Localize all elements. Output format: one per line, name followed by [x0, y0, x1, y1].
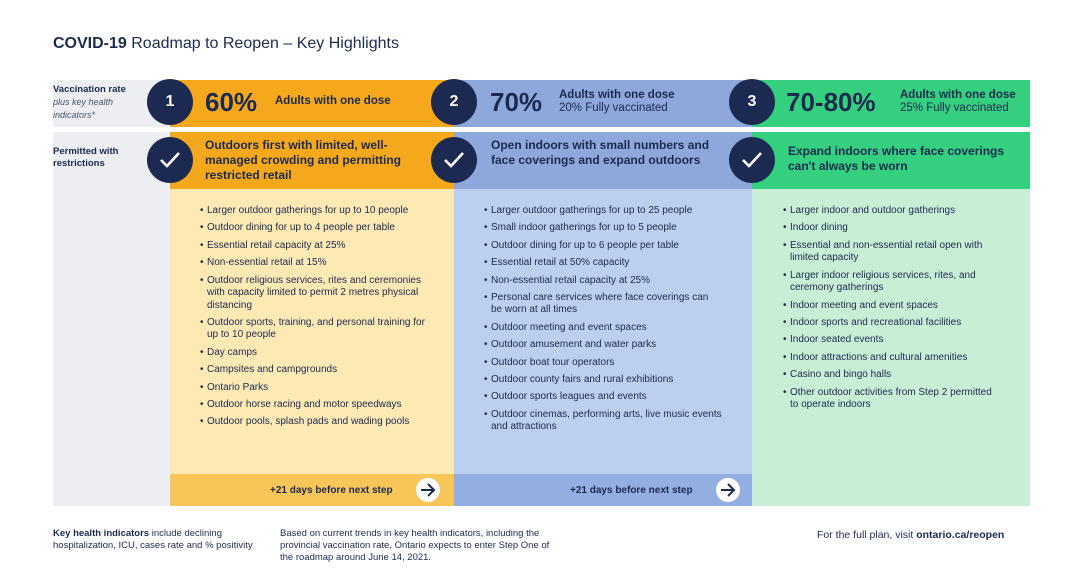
step-2-dose-line2: 20% Fully vaccinated — [559, 102, 668, 114]
permitted-title: Permitted with restrictions — [53, 146, 119, 169]
list-item: Larger indoor and outdoor gatherings — [783, 205, 995, 218]
list-item: Outdoor religious services, rites and ce… — [200, 275, 436, 313]
list-item: Small indoor gatherings for up to 5 peop… — [484, 222, 722, 235]
step-3-percent: 70-80% — [786, 87, 876, 117]
list-item: Outdoor horse racing and motor speedways — [200, 399, 436, 412]
list-item: Outdoor cinemas, performing arts, live m… — [484, 409, 722, 434]
step-1-column: 60% Adults with one dose Outdoors first … — [170, 80, 454, 506]
list-item: Larger indoor religious services, rites,… — [783, 270, 995, 295]
step-1-body: Larger outdoor gatherings for up to 10 p… — [170, 189, 454, 506]
step-3-number-badge: 3 — [729, 79, 775, 125]
step-3-vaccination-band: 70-80% Adults with one dose 25% Fully va… — [752, 80, 1030, 127]
step-2-next-step: +21 days before next step — [454, 474, 752, 506]
list-item: Campsites and campgrounds — [200, 364, 436, 377]
step-1-vaccination-band: 60% Adults with one dose — [170, 80, 454, 127]
step-1-percent: 60% — [205, 87, 258, 117]
check-icon — [147, 137, 193, 183]
step-1-dose: Adults with one dose — [275, 95, 391, 108]
step-2-dose: Adults with one dose 20% Fully vaccinate… — [559, 89, 675, 115]
list-item: Larger outdoor gatherings for up to 10 p… — [200, 205, 436, 218]
list-item: Indoor meeting and event spaces — [783, 300, 995, 313]
step-1-number-badge: 1 — [147, 79, 193, 125]
footer-plan-link[interactable]: ontario.ca/reopen — [916, 529, 1005, 541]
step-3-list: Larger indoor and outdoor gatherings Indo… — [783, 205, 995, 416]
vaccination-rate-title: Vaccination rate — [53, 84, 126, 95]
list-item: Indoor seated events — [783, 334, 995, 347]
list-item: Non-essential retail at 15% — [200, 257, 436, 270]
list-item: Personal care services where face coveri… — [484, 292, 722, 317]
list-item: Non-essential retail capacity at 25% — [484, 275, 722, 288]
list-item: Outdoor boat tour operators — [484, 357, 722, 370]
step-3-dose-line1: Adults with one dose — [900, 89, 1016, 101]
title-rest: Roadmap to Reopen – Key Highlights — [131, 35, 399, 52]
list-item: Outdoor sports, training, and personal t… — [200, 317, 436, 342]
footer-indicators-note: Key health indicators include declining … — [53, 528, 263, 552]
step-2-dose-line1: Adults with one dose — [559, 89, 675, 101]
list-item: Essential and non-essential retail open … — [783, 240, 995, 265]
step-2-percent: 70% — [490, 87, 543, 117]
page-title: COVID-19 Roadmap to Reopen – Key Highlig… — [53, 35, 399, 53]
list-item: Day camps — [200, 347, 436, 360]
step-1-heading: Outdoors first with limited, well-manage… — [205, 138, 402, 182]
vaccination-rate-label: Vaccination rate plus key health indicat… — [53, 84, 145, 122]
step-3-dose: Adults with one dose 25% Fully vaccinate… — [900, 89, 1016, 115]
list-item: Casino and bingo halls — [783, 369, 995, 382]
list-item: Outdoor meeting and event spaces — [484, 322, 722, 335]
footer-timeline-note: Based on current trends in key health in… — [280, 528, 550, 563]
list-item: Ontario Parks — [200, 382, 436, 395]
list-item: Larger outdoor gatherings for up to 25 p… — [484, 205, 722, 218]
list-item: Indoor attractions and cultural amenitie… — [783, 352, 995, 365]
list-item: Essential retail capacity at 25% — [200, 240, 436, 253]
step-2-next-step-label: +21 days before next step — [570, 484, 693, 496]
step-2-heading-band: Open indoors with small numbers and face… — [454, 132, 752, 189]
step-1-list: Larger outdoor gatherings for up to 10 p… — [200, 205, 436, 434]
list-item: Outdoor sports leagues and events — [484, 391, 722, 404]
arrow-right-icon[interactable] — [416, 478, 440, 502]
list-item: Other outdoor activities from Step 2 per… — [783, 387, 995, 412]
list-item: Essential retail at 50% capacity — [484, 257, 722, 270]
step-1-heading-band: Outdoors first with limited, well-manage… — [170, 132, 454, 189]
step-3-body: Larger indoor and outdoor gatherings Indo… — [752, 189, 1030, 506]
list-item: Indoor dining — [783, 222, 995, 235]
check-icon — [431, 137, 477, 183]
step-1-next-step-label: +21 days before next step — [270, 484, 393, 496]
title-bold: COVID-19 — [53, 35, 127, 52]
step-2-list: Larger outdoor gatherings for up to 25 p… — [484, 205, 722, 439]
list-item: Outdoor amusement and water parks — [484, 339, 722, 352]
list-item: Outdoor dining for up to 4 people per ta… — [200, 222, 436, 235]
step-2-number-badge: 2 — [431, 79, 477, 125]
list-item: Outdoor pools, splash pads and wading po… — [200, 416, 436, 429]
step-2-heading: Open indoors with small numbers and face… — [491, 138, 710, 167]
vaccination-rate-subtitle: plus key health indicators* — [53, 97, 114, 120]
footer-plan-text: For the full plan, visit — [817, 529, 914, 541]
row-divider — [53, 127, 171, 132]
step-3-dose-line2: 25% Fully vaccinated — [900, 102, 1009, 114]
list-item: Indoor sports and recreational facilitie… — [783, 317, 995, 330]
step-2-body: Larger outdoor gatherings for up to 25 p… — [454, 189, 752, 506]
step-2-column: 70% Adults with one dose 20% Fully vacci… — [454, 80, 752, 506]
permitted-label: Permitted with restrictions — [53, 146, 133, 170]
list-item: Outdoor dining for up to 6 people per ta… — [484, 240, 722, 253]
step-3-heading: Expand indoors where face coverings can'… — [788, 144, 1005, 173]
step-1-dose-line1: Adults with one dose — [275, 95, 391, 107]
check-icon — [729, 137, 775, 183]
list-item: Outdoor county fairs and rural exhibitio… — [484, 374, 722, 387]
step-3-column: 70-80% Adults with one dose 25% Fully va… — [752, 80, 1030, 506]
footer-indicators-bold: Key health indicators — [53, 528, 150, 539]
arrow-right-icon[interactable] — [716, 478, 740, 502]
footer-plan: For the full plan, visit ontario.ca/reop… — [817, 529, 1004, 541]
step-2-vaccination-band: 70% Adults with one dose 20% Fully vacci… — [454, 80, 752, 127]
step-3-heading-band: Expand indoors where face coverings can'… — [752, 132, 1030, 189]
step-1-next-step: +21 days before next step — [170, 474, 454, 506]
footer-indicators-rest: include declining hospitalization, ICU, … — [53, 528, 253, 551]
